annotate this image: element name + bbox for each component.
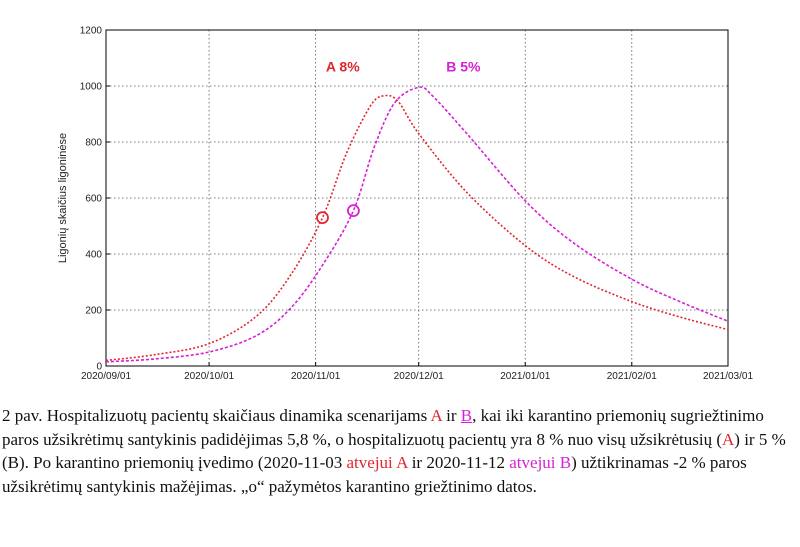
hospitalization-chart: 0 200 400 600 800 1000 1200 2020/09/01 2020/10/… — [57, 26, 753, 383]
y-tick-label: 1200 — [80, 26, 103, 37]
caption-scenario-b: B — [460, 406, 473, 425]
y-tick-label: 200 — [85, 306, 102, 317]
caption-scenario-a: A — [430, 406, 442, 425]
y-axis: 0 200 400 600 800 1000 1200 — [80, 26, 110, 373]
x-tick-label: 2021/02/01 — [607, 371, 657, 382]
y-axis-label: Ligonių skaičius ligoninėse — [57, 133, 69, 263]
x-tick-label: 2020/10/01 — [184, 371, 234, 382]
x-tick-label: 2020/11/01 — [291, 371, 341, 382]
caption-text: , kai iki karantino priemonių sugriežtin… — [2, 406, 764, 449]
quarantine-marker-a — [316, 211, 329, 225]
series-label-b: B 5% — [446, 59, 481, 75]
y-tick-label: 800 — [85, 138, 102, 149]
caption-case-b: atvejui B — [509, 453, 572, 472]
y-tick-label: 1000 — [80, 82, 103, 93]
series-line-a — [105, 94, 729, 362]
y-tick-label: 0 — [96, 362, 102, 373]
quarantine-marker-b — [347, 204, 360, 218]
caption-text: 2 pav. Hospitalizuotų pacientų skaičiaus… — [2, 406, 431, 425]
caption-scenario-a: A — [722, 429, 735, 449]
y-tick-label: 400 — [85, 250, 102, 261]
x-axis: 2020/09/01 2020/10/01 2020/11/01 2020/12/01… — [81, 362, 753, 382]
caption-text: ir 2020-11-12 — [407, 453, 510, 472]
x-tick-label: 2020/12/01 — [394, 371, 444, 382]
marker-group — [316, 204, 360, 225]
caption-text: ) ir 5 % (B). Po karantino priemonių įve… — [2, 429, 786, 473]
series-group — [105, 86, 729, 363]
grid — [106, 30, 728, 366]
x-tick-label: 2021/03/01 — [703, 371, 753, 382]
figure-caption: 2 pav. Hospitalizuotų pacientų skaičiaus… — [2, 404, 792, 498]
y-tick-label: 600 — [85, 194, 102, 205]
caption-text: ) užtikrinamas -2 % paros užsikrėtimų sa… — [2, 453, 747, 496]
x-tick-label: 2021/01/01 — [500, 371, 550, 382]
series-label-a: A 8% — [326, 59, 360, 75]
annotation-group: A 8% B 5% — [326, 59, 481, 75]
x-tick-label: 2020/09/01 — [81, 371, 131, 382]
caption-text: ir — [441, 406, 461, 425]
series-line-b — [105, 86, 729, 363]
caption-case-a: atvejui A — [346, 453, 408, 472]
